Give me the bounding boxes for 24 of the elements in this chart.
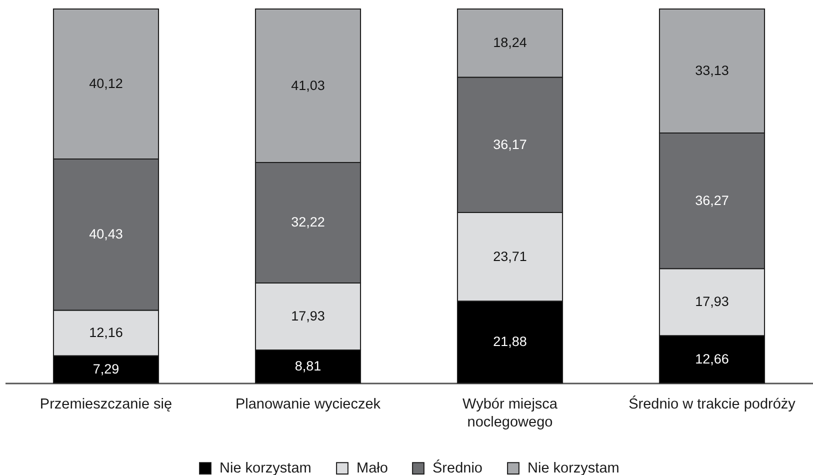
data-label: 23,71 xyxy=(493,248,527,264)
legend-label: Mało xyxy=(356,460,388,475)
data-label: 21,88 xyxy=(493,334,527,350)
data-label: 32,22 xyxy=(291,214,325,230)
data-label: 40,43 xyxy=(89,226,123,242)
data-label: 12,66 xyxy=(695,351,729,366)
x-tick-label: Planowanie wycieczek xyxy=(235,396,382,412)
data-label: 7,29 xyxy=(92,361,120,376)
x-tick-label: Przemieszczanie się xyxy=(40,396,172,412)
data-label: 36,17 xyxy=(493,136,527,152)
data-label: 8,81 xyxy=(294,358,322,374)
data-label: 36,27 xyxy=(695,192,729,208)
legend-label: Nie korzystam xyxy=(220,460,312,475)
data-label: 40,12 xyxy=(89,76,123,92)
x-tick-label: Średnio w trakcie podróży xyxy=(628,396,796,412)
data-label: 18,24 xyxy=(493,35,528,50)
data-label: 33,13 xyxy=(695,62,729,78)
data-label: 17,93 xyxy=(291,308,325,324)
legend-label: Średnio xyxy=(432,459,482,475)
data-label: 12,16 xyxy=(89,324,123,340)
data-label: 41,03 xyxy=(291,78,325,93)
x-tick-label: Wybór miejsca noclegowego xyxy=(462,396,558,430)
legend-label: Nie korzystam xyxy=(528,460,620,475)
data-label: 17,93 xyxy=(695,294,729,310)
